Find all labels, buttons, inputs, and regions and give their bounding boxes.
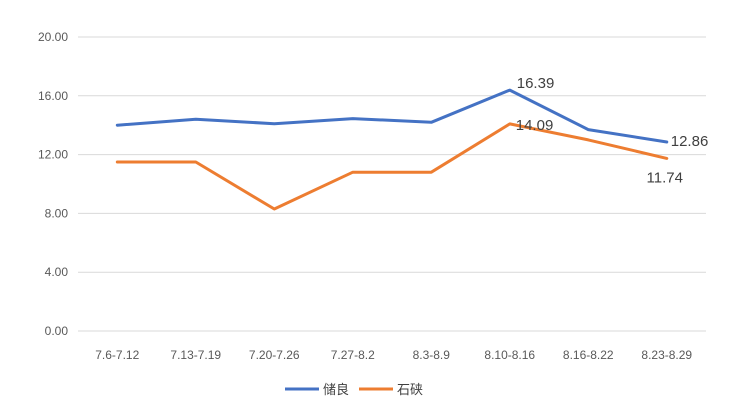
data-label: 16.39 [517,75,555,92]
data-point [508,122,511,125]
x-tick-label: 8.16-8.22 [563,348,614,362]
data-label: 11.74 [647,169,683,186]
data-point [587,138,590,141]
x-tick-label: 7.20-7.26 [249,348,300,362]
x-tick-label: 8.3-8.9 [413,348,451,362]
data-point [116,160,119,163]
x-axis-ticks: 7.6-7.12 7.13-7.19 7.20-7.26 7.27-8.2 8.3-8.… [95,348,692,362]
legend: 储良 石硖 [285,382,423,397]
y-tick-label: 16.00 [38,89,68,103]
data-point [430,121,433,124]
data-point [665,157,668,160]
data-point [430,171,433,174]
data-labels: 16.39 12.86 14.09 11.74 [516,75,709,186]
data-point [508,89,511,92]
y-axis-ticks: 0.00 4.00 8.00 12.00 16.00 20.00 [38,30,68,338]
y-tick-label: 4.00 [45,265,69,279]
data-label: 12.86 [671,133,709,150]
y-tick-label: 12.00 [38,148,68,162]
x-tick-label: 8.23-8.29 [641,348,692,362]
series-line-0 [115,88,669,144]
data-point [665,140,668,143]
data-point [351,171,354,174]
data-point [273,122,276,125]
x-tick-label: 7.6-7.12 [95,348,139,362]
data-point [194,160,197,163]
data-point [587,128,590,131]
x-tick-label: 7.27-8.2 [331,348,375,362]
data-label: 14.09 [516,117,554,134]
legend-label: 储良 [323,382,349,397]
gridlines [78,36,706,332]
series-line-1 [115,122,669,211]
legend-label: 石硖 [397,382,423,397]
series-group [115,88,669,211]
data-point [351,117,354,120]
data-point [273,207,276,210]
x-tick-label: 8.10-8.16 [484,348,535,362]
y-tick-label: 0.00 [45,324,69,338]
y-tick-label: 20.00 [38,30,68,44]
x-tick-label: 7.13-7.19 [170,348,221,362]
data-point [194,118,197,121]
data-point [116,124,119,127]
y-tick-label: 8.00 [45,206,69,220]
